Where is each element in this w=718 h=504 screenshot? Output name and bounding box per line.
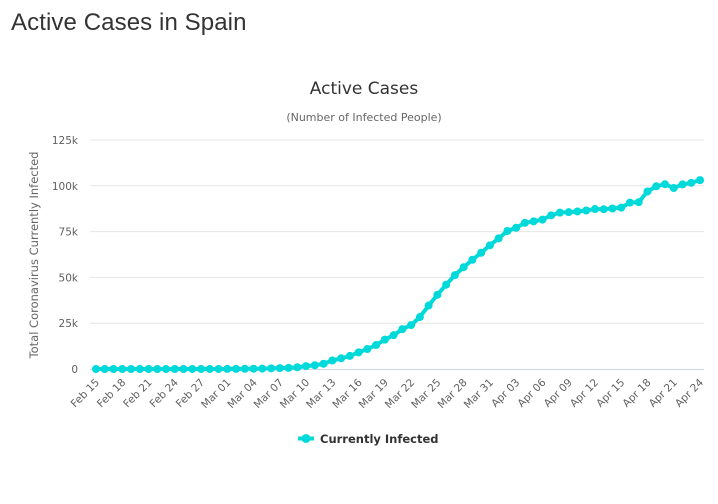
data-point[interactable] [503,226,512,235]
series-line [96,178,701,371]
x-tick-label: Apr 18 [620,377,653,410]
data-point[interactable] [249,364,258,373]
x-tick-label: Apr 15 [594,377,627,410]
y-tick-label: 50k [59,272,79,284]
x-tick-label: Apr 09 [542,377,575,410]
data-point[interactable] [634,198,643,207]
data-point[interactable] [415,313,424,322]
chart-subtitle: (Number of Infected People) [286,111,441,124]
data-point[interactable] [468,255,477,264]
data-point[interactable] [398,325,407,334]
data-point[interactable] [582,206,591,215]
data-point[interactable] [240,364,249,373]
legend-symbol-marker [301,434,311,443]
data-point[interactable] [135,364,144,373]
data-point[interactable] [564,208,573,217]
data-point[interactable] [214,364,223,373]
data-point[interactable] [547,211,556,220]
x-tick-label: Mar 31 [462,377,496,411]
data-point[interactable] [529,217,538,226]
data-point[interactable] [197,364,206,373]
y-tick-label: 75k [59,227,79,239]
data-point[interactable] [389,331,398,340]
data-point[interactable] [153,364,162,373]
data-point[interactable] [293,363,302,372]
data-point[interactable] [590,205,599,214]
data-point[interactable] [319,359,328,368]
data-point[interactable] [459,263,468,272]
data-point[interactable] [354,348,363,357]
data-point[interactable] [687,178,696,187]
x-tick-label: Apr 03 [489,377,522,410]
data-point[interactable] [267,364,276,373]
data-point[interactable] [573,207,582,216]
data-point[interactable] [258,364,267,373]
x-tick-label: Apr 12 [568,377,601,410]
data-point[interactable] [188,364,197,373]
data-point[interactable] [328,356,337,365]
gridlines [90,139,704,324]
data-point[interactable] [170,364,179,373]
data-point[interactable] [380,335,389,344]
data-point[interactable] [608,204,617,213]
data-point[interactable] [284,363,293,372]
data-point[interactable] [337,354,346,363]
data-point[interactable] [643,187,652,196]
x-tick-label: Apr 21 [647,377,680,410]
data-point[interactable] [345,351,354,360]
data-point[interactable] [696,176,704,185]
data-point[interactable] [669,184,678,193]
x-tick-label: Apr 24 [673,376,706,409]
data-point[interactable] [512,223,521,232]
data-point[interactable] [625,198,634,207]
data-point[interactable] [617,203,626,212]
data-point[interactable] [555,208,564,217]
data-point[interactable] [660,180,669,189]
data-point[interactable] [92,364,100,373]
page-title: Active Cases in Spain [11,9,247,36]
legend-item-currently-infected[interactable]: Currently Infected [320,432,439,446]
data-point[interactable] [652,182,661,191]
data-point[interactable] [442,280,451,289]
data-point[interactable] [538,215,547,224]
data-point[interactable] [494,234,503,243]
data-point[interactable] [485,241,494,250]
data-point[interactable] [310,361,319,370]
y-tick-label: 100k [52,181,79,193]
legend[interactable]: Currently Infected [298,432,439,446]
data-point[interactable] [477,248,486,257]
data-point[interactable] [205,364,214,373]
data-point[interactable] [109,364,118,373]
data-point[interactable] [144,364,153,373]
y-tick-label: 125k [52,135,79,147]
data-point[interactable] [433,290,442,299]
data-point[interactable] [678,180,687,189]
data-point[interactable] [372,340,381,349]
data-point[interactable] [424,301,433,310]
series-currently-infected[interactable] [92,176,704,373]
y-axis-title: Total Coronavirus Currently Infected [27,152,41,360]
data-point[interactable] [162,364,171,373]
y-axis-ticks: 0 25k 50k 75k 100k 125k [52,135,79,376]
data-point[interactable] [127,364,136,373]
data-point[interactable] [100,364,109,373]
data-point[interactable] [118,364,127,373]
data-point[interactable] [599,205,608,214]
data-point[interactable] [302,362,311,371]
data-point[interactable] [179,364,188,373]
chart-title: Active Cases [310,79,419,99]
data-point[interactable] [450,271,459,280]
data-point[interactable] [363,345,372,354]
data-point[interactable] [407,321,416,330]
data-point[interactable] [520,218,529,227]
y-tick-label: 0 [71,364,78,376]
y-tick-label: 25k [59,318,79,330]
data-point[interactable] [232,364,241,373]
data-point[interactable] [275,364,284,373]
data-point[interactable] [223,364,232,373]
